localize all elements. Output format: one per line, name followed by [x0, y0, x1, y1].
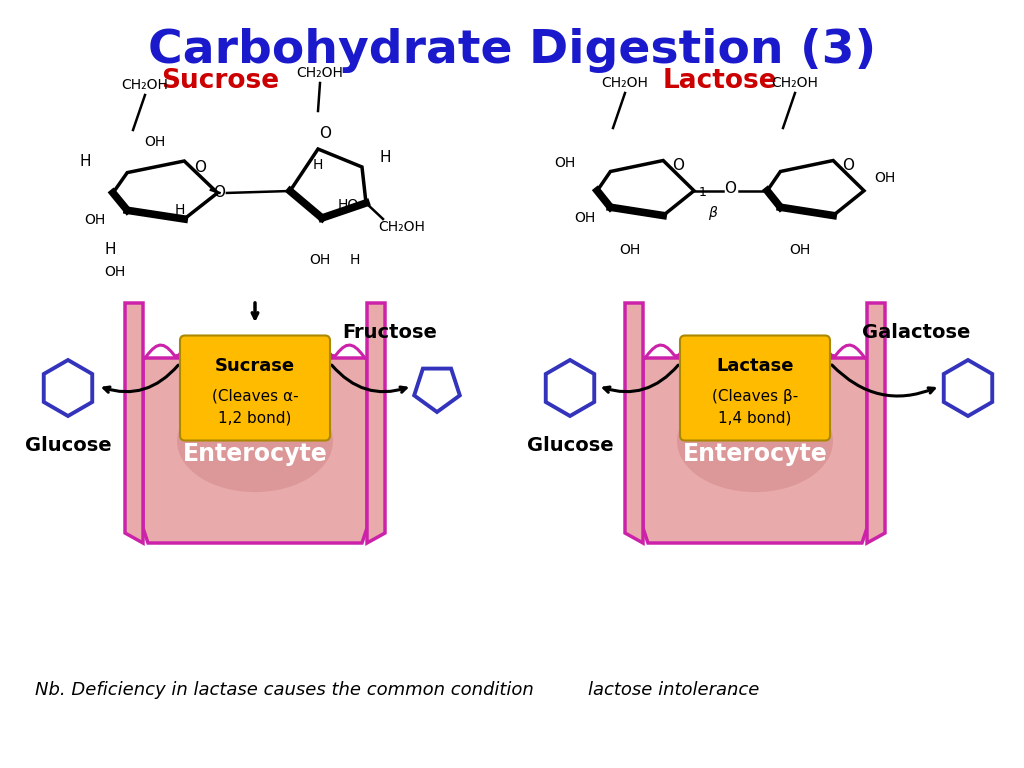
Text: O: O	[672, 158, 684, 174]
Text: Enterocyte: Enterocyte	[683, 442, 827, 466]
Text: Lactose: Lactose	[663, 68, 777, 94]
Text: HO: HO	[337, 198, 358, 212]
Text: O: O	[213, 185, 225, 200]
Text: (Cleaves α-: (Cleaves α-	[212, 389, 298, 403]
Text: CH₂OH: CH₂OH	[379, 220, 425, 234]
Text: O: O	[842, 158, 854, 174]
Text: 1,4 bond): 1,4 bond)	[718, 411, 792, 425]
Text: H: H	[104, 243, 116, 257]
Text: Enterocyte: Enterocyte	[182, 442, 328, 466]
Text: Glucose: Glucose	[526, 436, 613, 455]
Text: 1: 1	[699, 187, 707, 200]
Text: β: β	[708, 206, 717, 220]
Polygon shape	[867, 303, 885, 543]
Text: OH: OH	[620, 243, 641, 257]
Text: lactose intolerance: lactose intolerance	[588, 681, 760, 699]
Text: CH₂OH: CH₂OH	[297, 66, 343, 80]
Text: OH: OH	[874, 171, 896, 185]
Text: H: H	[350, 253, 360, 267]
Polygon shape	[643, 358, 867, 543]
Polygon shape	[625, 303, 643, 543]
Text: Glucose: Glucose	[25, 436, 112, 455]
Text: OH: OH	[144, 135, 166, 149]
Text: Fructose: Fructose	[343, 323, 437, 342]
Text: OH: OH	[104, 265, 126, 279]
Text: Lactase: Lactase	[716, 357, 794, 375]
Text: H: H	[379, 150, 391, 164]
Text: Nb. Deficiency in lactase causes the common condition: Nb. Deficiency in lactase causes the com…	[35, 681, 540, 699]
Text: H: H	[312, 158, 324, 172]
Text: OH: OH	[84, 213, 105, 227]
Text: CH₂OH: CH₂OH	[771, 76, 818, 90]
Polygon shape	[367, 303, 385, 543]
Text: 1,2 bond): 1,2 bond)	[218, 411, 292, 425]
Text: OH: OH	[790, 243, 811, 257]
Text: Galactose: Galactose	[861, 323, 970, 342]
FancyBboxPatch shape	[680, 336, 830, 441]
Text: H: H	[79, 154, 91, 170]
Text: .: .	[730, 681, 736, 699]
Polygon shape	[125, 303, 143, 543]
Ellipse shape	[177, 390, 333, 492]
Text: O: O	[725, 181, 736, 197]
Text: CH₂OH: CH₂OH	[601, 76, 648, 90]
FancyBboxPatch shape	[180, 336, 330, 441]
Text: Sucrase: Sucrase	[215, 357, 295, 375]
Text: Sucrose: Sucrose	[161, 68, 280, 94]
Polygon shape	[143, 358, 367, 543]
Text: OH: OH	[574, 211, 596, 225]
Text: Carbohydrate Digestion (3): Carbohydrate Digestion (3)	[147, 28, 877, 73]
Text: H: H	[175, 203, 185, 217]
Ellipse shape	[677, 390, 833, 492]
Text: OH: OH	[554, 156, 575, 170]
Text: (Cleaves β-: (Cleaves β-	[712, 389, 798, 403]
Text: CH₂OH: CH₂OH	[122, 78, 168, 92]
Text: OH: OH	[309, 253, 331, 267]
Text: O: O	[194, 161, 206, 176]
Text: O: O	[319, 125, 331, 141]
